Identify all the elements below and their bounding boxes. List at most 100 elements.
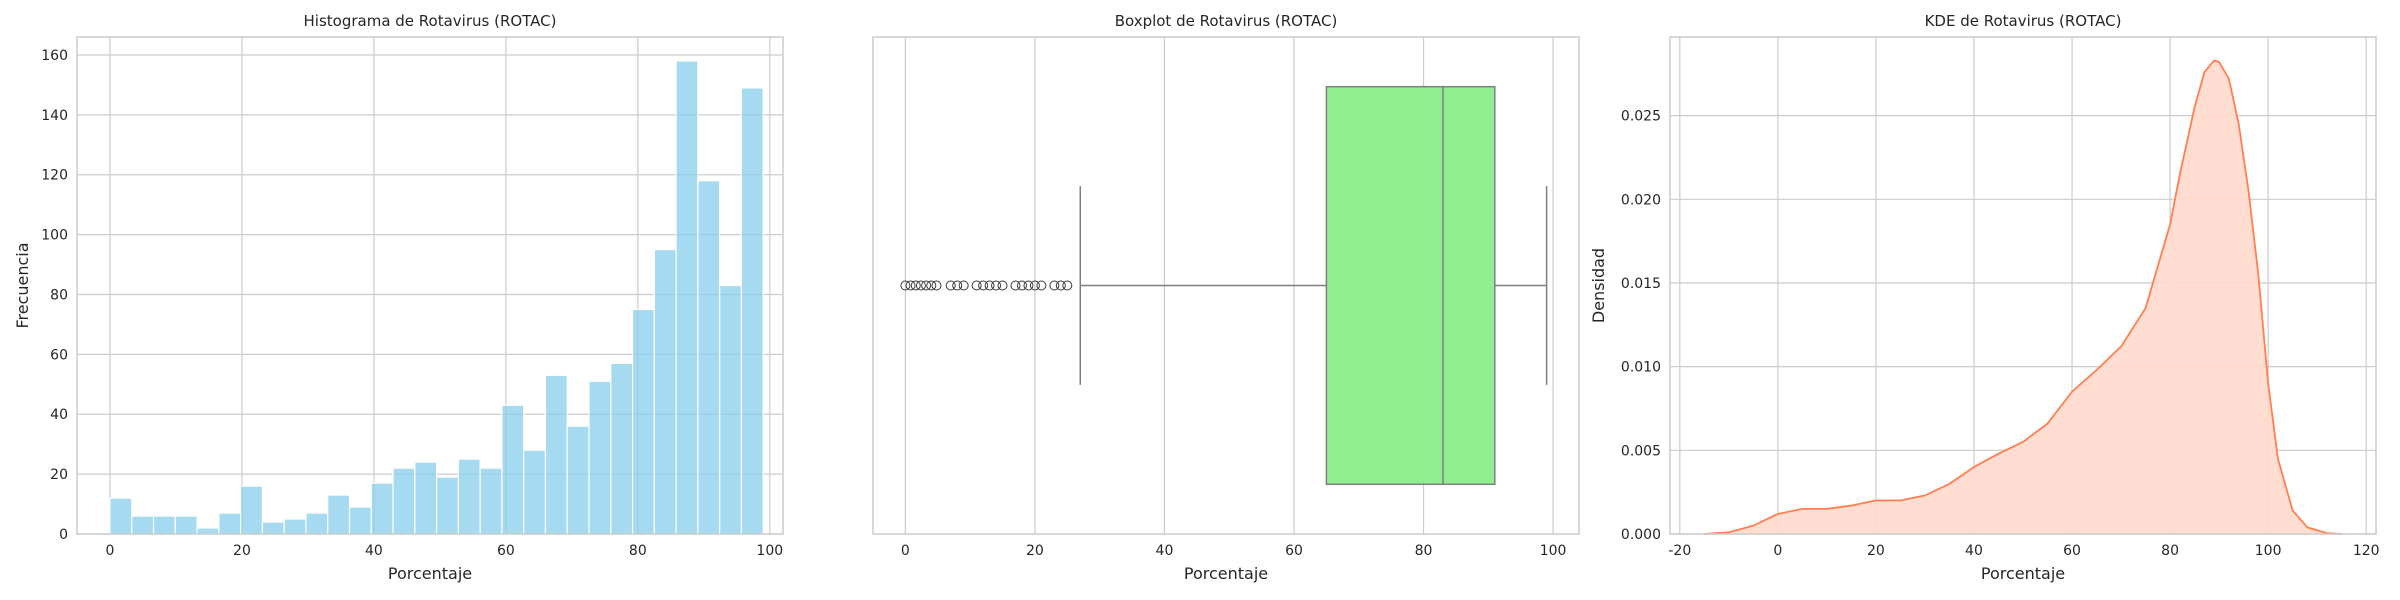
outlier-point <box>1062 280 1073 291</box>
histogram-bar <box>435 476 459 535</box>
histogram-bar <box>414 461 438 535</box>
outlier-point <box>997 280 1008 291</box>
outlier-point <box>945 280 956 291</box>
histogram-bar <box>653 248 677 535</box>
outlier-point <box>1049 280 1060 291</box>
histogram-bar <box>196 527 220 535</box>
outlier-point <box>952 280 963 291</box>
y-axis-label: Frecuencia <box>13 242 32 328</box>
x-tick-label: 60 <box>1285 543 1303 559</box>
outlier-point <box>915 280 926 291</box>
y-tick-label: 100 <box>41 228 68 244</box>
x-tick-label: 100 <box>2255 543 2282 559</box>
outlier-point <box>984 280 995 291</box>
outlier-point <box>971 280 982 291</box>
histogram-bar <box>348 506 372 535</box>
kde-panel: -20 0 20 40 60 80 100 120 0.000 0.005 0.010 0.015 0.… <box>1589 12 2380 583</box>
y-tick-label: 0.005 <box>1621 443 1661 459</box>
y-tick-label: 60 <box>50 347 68 363</box>
histogram-bar <box>152 515 176 535</box>
histogram-bar <box>305 512 329 535</box>
histogram-bar <box>719 284 743 535</box>
plot-frame <box>1669 36 2377 535</box>
y-tick-label: 0.020 <box>1621 192 1661 208</box>
x-tick-label: 0 <box>1773 543 1782 559</box>
x-tick-label: 20 <box>233 543 251 559</box>
histogram-bar <box>174 515 198 535</box>
x-tick-label: 0 <box>901 543 910 559</box>
histogram-bar <box>566 425 590 535</box>
histogram-bar <box>218 512 242 535</box>
histogram-bar <box>261 521 285 535</box>
outlier-point <box>1036 280 1047 291</box>
outlier-point <box>926 280 937 291</box>
y-tick-label: 40 <box>50 407 68 423</box>
outlier-point <box>931 280 942 291</box>
y-tick-label: 0.000 <box>1621 527 1661 543</box>
y-tick-label: 0.015 <box>1621 276 1661 292</box>
chart-title: KDE de Rotavirus (ROTAC) <box>1925 12 2122 30</box>
x-tick-label: 20 <box>1867 543 1885 559</box>
outlier-point <box>921 280 932 291</box>
plot-frame <box>872 36 1580 535</box>
outlier-point <box>958 280 969 291</box>
histogram-bar <box>501 404 525 535</box>
outlier-point <box>978 280 989 291</box>
y-tick-label: 20 <box>50 467 68 483</box>
x-tick-label: 120 <box>2353 543 2380 559</box>
y-tick-label: 80 <box>50 287 68 303</box>
x-tick-label: 60 <box>497 543 515 559</box>
outlier-point <box>1016 280 1027 291</box>
histogram-bar <box>457 458 481 535</box>
histogram-bar <box>109 497 133 535</box>
outlier-point <box>1010 280 1021 291</box>
chart-title: Boxplot de Rotavirus (ROTAC) <box>1115 12 1338 30</box>
x-axis-label: Porcentaje <box>1981 564 2065 583</box>
kde-area <box>1704 60 2342 535</box>
box-iqr <box>1325 85 1496 486</box>
x-tick-label: 80 <box>629 543 647 559</box>
x-tick-label: 80 <box>1415 543 1433 559</box>
outlier-point <box>1055 280 1066 291</box>
x-tick-label: 40 <box>365 543 383 559</box>
histogram-bar <box>610 362 634 535</box>
chart-title: Histograma de Rotavirus (ROTAC) <box>304 12 557 30</box>
kde-line <box>1704 59 2342 535</box>
histogram-bar <box>523 449 547 535</box>
boxplot-panel: 0 20 40 60 80 100 Boxplot de Rotavirus (ROTAC)… <box>872 12 1580 583</box>
x-tick-label: -20 <box>1668 543 1691 559</box>
x-axis-label: Porcentaje <box>1184 564 1268 583</box>
outlier-point <box>910 280 921 291</box>
histogram-bar <box>697 180 721 535</box>
y-tick-label: 0 <box>59 527 68 543</box>
histogram-bar <box>588 380 612 535</box>
x-tick-label: 40 <box>1965 543 1983 559</box>
histogram-panel: 0 20 40 60 80 100 0 20 40 60 80 100 120 140 160 Histogr… <box>13 12 784 583</box>
y-tick-label: 0.025 <box>1621 109 1661 125</box>
histogram-bar <box>392 467 416 535</box>
histogram-bar <box>240 485 264 535</box>
histogram-bar <box>631 308 655 535</box>
histogram-bar <box>370 482 394 535</box>
x-axis-label: Porcentaje <box>388 564 472 583</box>
histogram-bar <box>283 518 307 535</box>
x-tick-label: 20 <box>1026 543 1044 559</box>
x-tick-label: 40 <box>1156 543 1174 559</box>
histogram-bar <box>675 60 699 535</box>
x-tick-label: 100 <box>1540 543 1567 559</box>
y-axis-label: Densidad <box>1589 248 1608 323</box>
x-tick-label: 60 <box>2063 543 2081 559</box>
y-tick-label: 160 <box>41 48 68 64</box>
y-tick-label: 140 <box>41 108 68 124</box>
y-tick-label: 120 <box>41 168 68 184</box>
y-tick-label: 0.010 <box>1621 360 1661 376</box>
outlier-point <box>1029 280 1040 291</box>
histogram-bar <box>327 494 351 535</box>
histogram-bar <box>544 374 568 535</box>
histogram-bar <box>479 467 503 535</box>
outlier-point <box>991 280 1002 291</box>
plot-frame <box>76 36 784 535</box>
outlier-point <box>900 280 911 291</box>
histogram-bar <box>740 87 764 535</box>
